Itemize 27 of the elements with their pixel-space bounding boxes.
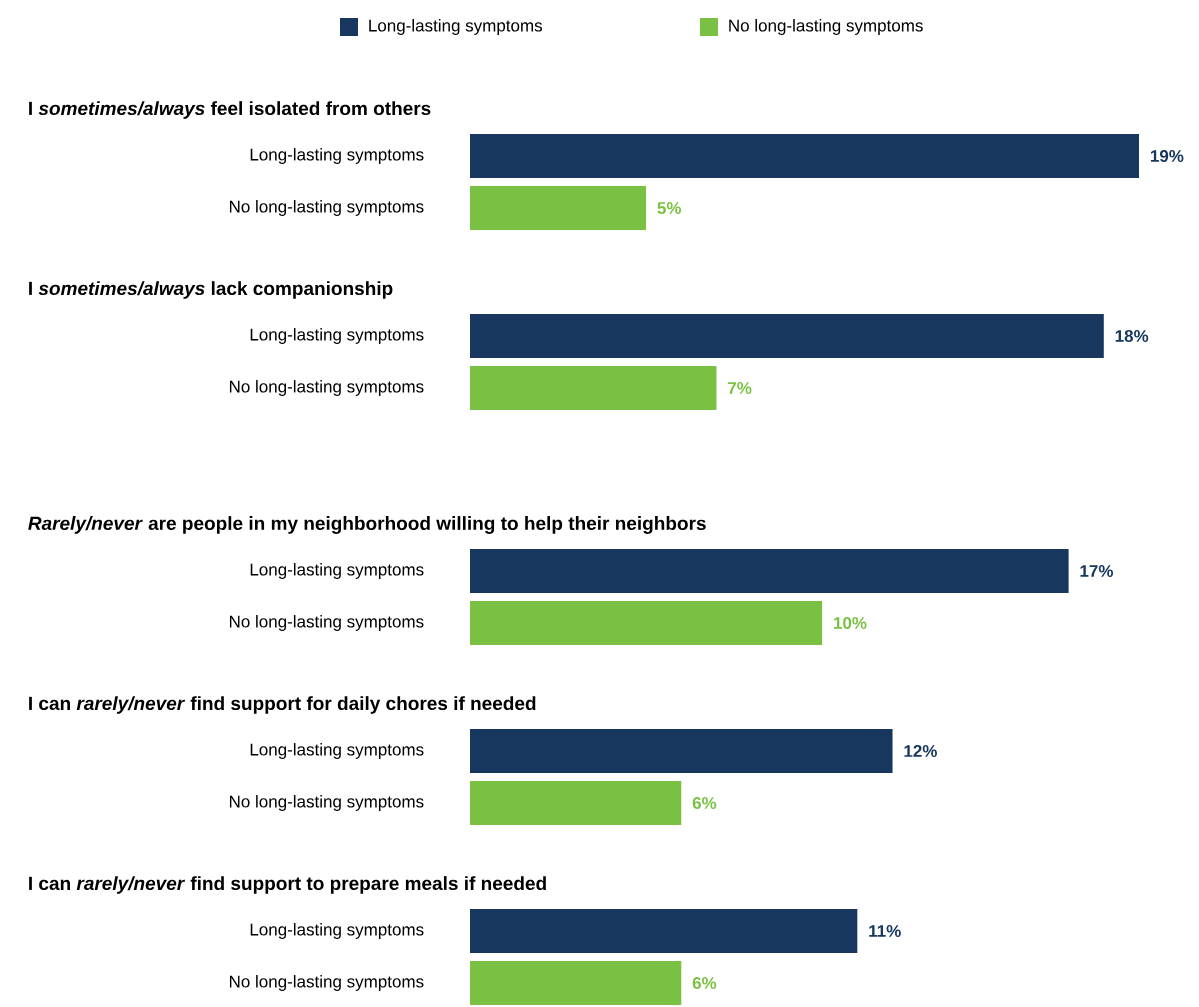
- data-label: 11%: [869, 925, 901, 937]
- data-label: 12%: [904, 745, 937, 757]
- y-tick-label: I sometimes/always feel isolated from others: [29, 101, 431, 119]
- text: Long-lasting symptoms: [250, 328, 424, 344]
- data-label: 6%: [692, 976, 717, 990]
- y-tick-label: Rarely/never are people in my neighborhood willing to help their neighbors: [28, 516, 706, 534]
- data-label: 10%: [834, 616, 867, 630]
- text: No long-lasting symptoms: [229, 200, 424, 216]
- data-label: 17%: [1080, 565, 1114, 577]
- text: Long-lasting symptoms: [250, 148, 424, 164]
- y-tick-label: I can rarely/never find support to prepare meals if needed: [29, 876, 546, 894]
- text: Long-lasting symptoms: [250, 743, 424, 759]
- data-label: 7%: [728, 382, 752, 394]
- data-label: 6%: [692, 796, 717, 810]
- data-label: 19%: [1150, 149, 1184, 163]
- text: Long-lasting symptoms: [250, 563, 424, 579]
- text: No long-lasting symptoms: [229, 380, 424, 396]
- text: Long-lasting symptoms: [250, 923, 424, 939]
- legend-label: No long-lasting symptoms: [729, 19, 923, 35]
- text: No long-lasting symptoms: [229, 615, 424, 631]
- data-label: 5%: [657, 202, 682, 214]
- data-label: 18%: [1115, 329, 1149, 343]
- y-tick-label: I sometimes/always lack companionship: [29, 281, 393, 299]
- legend-label: Long-lasting symptoms: [369, 19, 543, 35]
- text: No long-lasting symptoms: [229, 975, 424, 991]
- text: No long-lasting symptoms: [229, 795, 424, 811]
- y-tick-label: I can rarely/never find support for daily chores if needed: [29, 696, 536, 714]
